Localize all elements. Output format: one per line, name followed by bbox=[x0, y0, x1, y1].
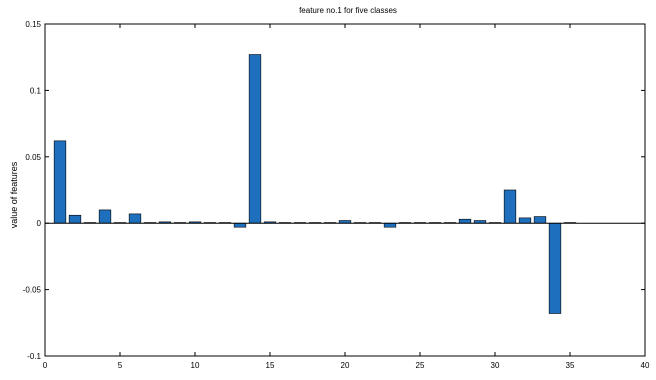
bar bbox=[383, 222, 397, 228]
y-tick-label: -0.05 bbox=[23, 286, 42, 295]
bar bbox=[548, 222, 562, 314]
bar bbox=[53, 140, 67, 224]
bar bbox=[458, 218, 472, 224]
x-tick-label: 20 bbox=[341, 361, 350, 370]
bar bbox=[233, 222, 247, 228]
x-tick-label: 10 bbox=[191, 361, 200, 370]
x-tick-label: 0 bbox=[43, 361, 48, 370]
x-tick-label: 30 bbox=[491, 361, 500, 370]
y-axis-ticks: -0.1 -0.05 0 0.05 0.1 0.15 bbox=[23, 20, 645, 361]
bar bbox=[68, 214, 82, 224]
y-tick-label: 0.15 bbox=[25, 20, 41, 29]
bar bbox=[248, 54, 262, 224]
x-axis-ticks: 0 5 10 15 20 25 30 35 40 bbox=[43, 24, 650, 370]
x-tick-label: 15 bbox=[266, 361, 275, 370]
x-tick-label: 25 bbox=[416, 361, 425, 370]
x-tick-label: 5 bbox=[118, 361, 123, 370]
bar bbox=[518, 217, 532, 224]
bar bbox=[98, 209, 112, 224]
y-tick-label: 0 bbox=[37, 219, 42, 228]
bar bbox=[533, 216, 547, 224]
x-tick-label: 40 bbox=[641, 361, 650, 370]
bar bbox=[503, 189, 517, 224]
x-tick-label: 35 bbox=[566, 361, 575, 370]
y-tick-label: 0.1 bbox=[30, 86, 42, 95]
y-tick-label: 0.05 bbox=[25, 153, 41, 162]
y-tick-label: -0.1 bbox=[27, 352, 41, 361]
chart-title: feature no.1 for five classes bbox=[299, 6, 397, 15]
bar bbox=[128, 213, 142, 224]
y-axis-label: value of features bbox=[9, 161, 19, 228]
plot-area bbox=[44, 23, 646, 357]
